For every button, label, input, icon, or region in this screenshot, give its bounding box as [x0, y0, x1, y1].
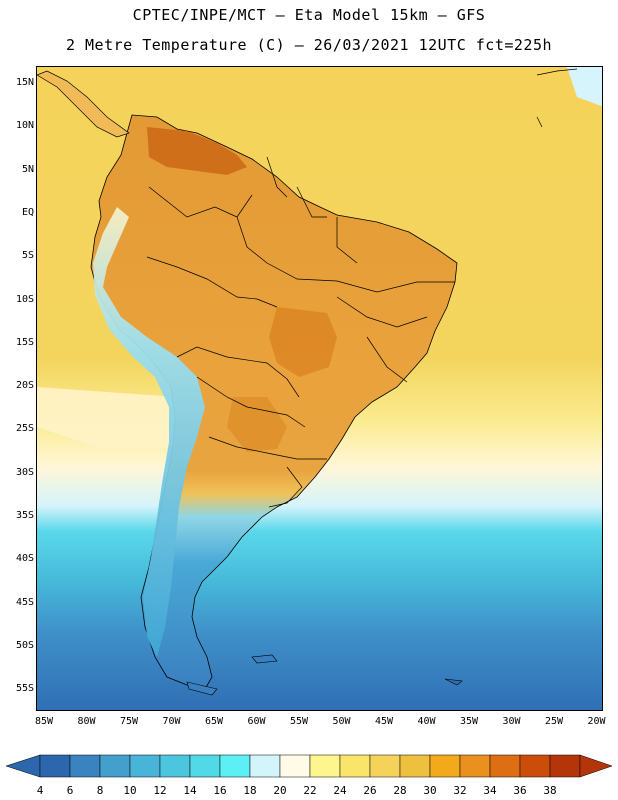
colorbar-tick-label: 12 — [153, 784, 167, 797]
colorbar-tick-label: 34 — [483, 784, 497, 797]
colorbar-arrow-low — [5, 754, 41, 778]
colorbar-tick-label: 22 — [303, 784, 317, 797]
colorbar-swatch — [309, 754, 341, 778]
central-america — [37, 70, 130, 138]
colorbar-swatch — [489, 754, 521, 778]
paraguay-hot-region — [227, 397, 287, 452]
longitude-label: 40W — [417, 716, 436, 727]
colorbar-swatch — [129, 754, 161, 778]
colorbar-swatch — [189, 754, 221, 778]
caribbean-islands — [536, 68, 578, 128]
pacific-cool-band — [37, 387, 187, 447]
colorbar-arrow-high — [579, 754, 613, 778]
colorbar-tick-label: 32 — [453, 784, 467, 797]
longitude-label: 80W — [77, 716, 96, 727]
colorbar-tick-label: 28 — [393, 784, 407, 797]
colorbar-swatch — [339, 754, 371, 778]
latitude-label: 5N — [21, 163, 34, 175]
andes-cold-band — [93, 207, 205, 657]
latitude-label: 10S — [15, 293, 34, 305]
colorbar-tick-label: 24 — [333, 784, 347, 797]
map-title-variable: 2 Metre Temperature (C) – 26/03/2021 12U… — [65, 36, 553, 54]
colorbar-tick-label: 8 — [96, 784, 104, 797]
longitude-label: 55W — [289, 716, 309, 727]
cool-patch-northeast — [567, 67, 602, 107]
colorbar-swatch — [39, 754, 71, 778]
colorbar-swatch — [399, 754, 431, 778]
map-canvas — [37, 67, 602, 710]
latitude-label: 5S — [21, 250, 34, 262]
colorbar-tick-label: 30 — [423, 784, 437, 797]
map-title-source: CPTEC/INPE/MCT – Eta Model 15km – GFS — [132, 6, 486, 24]
colorbar-swatch — [519, 754, 551, 778]
colorbar-swatch — [99, 754, 131, 778]
country-borders — [146, 156, 455, 508]
colorbar-tick-label: 10 — [123, 784, 137, 797]
colorbar-tick-label: 18 — [243, 784, 257, 797]
colorbar-swatch — [69, 754, 101, 778]
longitude-label: 45W — [374, 716, 394, 727]
islands — [186, 654, 463, 696]
longitude-label: 60W — [247, 716, 266, 727]
longitude-label: 50W — [332, 716, 351, 727]
temperature-map — [36, 66, 603, 711]
colorbar-tick-label: 20 — [273, 784, 287, 797]
longitude-label: 35W — [459, 716, 479, 727]
latitude-label: 25S — [15, 423, 34, 435]
colorbar-swatch — [459, 754, 491, 778]
colorbar-swatch — [369, 754, 401, 778]
longitude-label: 25W — [544, 716, 564, 727]
longitude-label: 65W — [204, 716, 224, 727]
colorbar-swatch — [249, 754, 281, 778]
colorbar-swatch — [279, 754, 311, 778]
temperature-colorbar — [5, 754, 613, 778]
colorbar-tick-label: 38 — [543, 784, 557, 797]
latitude-label: 15N — [15, 77, 34, 88]
central-brazil-hot-region — [269, 307, 337, 377]
colorbar-swatch — [549, 754, 581, 778]
latitude-label: 10N — [15, 120, 34, 132]
latitude-label: 30S — [15, 466, 34, 478]
latitude-label: EQ — [21, 206, 34, 218]
colorbar-swatch — [219, 754, 251, 778]
latitude-label: 55S — [15, 683, 34, 695]
colorbar-tick-label: 16 — [213, 784, 227, 797]
latitude-label: 35S — [15, 510, 34, 521]
longitude-label: 85W — [34, 716, 54, 727]
colorbar-tick-label: 6 — [66, 784, 74, 797]
latitude-label: 20S — [15, 380, 34, 392]
colorbar-tick-label: 36 — [513, 784, 527, 797]
colorbar-tick-label: 26 — [363, 784, 377, 797]
longitude-label: 30W — [502, 716, 521, 727]
latitude-label: 15S — [15, 336, 34, 348]
colorbar-swatch — [159, 754, 191, 778]
latitude-label: 50S — [15, 639, 34, 651]
longitude-label: 70W — [162, 716, 181, 727]
venezuela-hot-region — [147, 127, 247, 175]
latitude-label: 40S — [15, 553, 34, 565]
colorbar-swatch — [429, 754, 461, 778]
longitude-label: 75W — [119, 716, 139, 727]
latitude-label: 45S — [15, 596, 34, 608]
colorbar-tick-label: 4 — [36, 784, 44, 797]
longitude-label: 20W — [587, 716, 606, 727]
colorbar-tick-label: 14 — [183, 784, 197, 797]
